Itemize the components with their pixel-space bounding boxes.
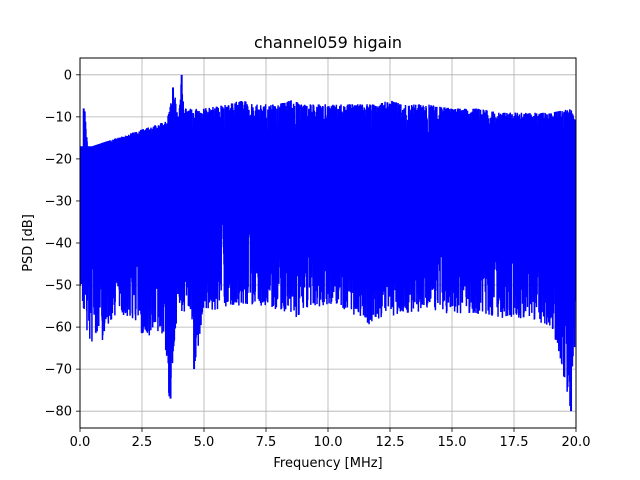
y-tick-label: −20: [45, 152, 72, 167]
y-tick-label: −10: [45, 110, 72, 125]
y-axis-label: PSD [dB]: [21, 214, 36, 272]
x-tick-label: 20.0: [562, 435, 591, 450]
x-tick-label: 2.5: [132, 435, 153, 450]
x-tick-label: 17.5: [500, 435, 529, 450]
psd-trace: [80, 76, 576, 406]
x-tick-label: 12.5: [376, 435, 405, 450]
y-tick-label: −30: [45, 194, 72, 209]
x-tick-label: 5.0: [194, 435, 215, 450]
y-tick-label: 0: [64, 68, 72, 83]
data-layer: [80, 74, 576, 412]
x-tick-label: 0.0: [70, 435, 91, 450]
y-tick-label: −80: [45, 405, 72, 420]
chart-title: channel059 higain: [254, 33, 402, 52]
y-tick-label: −40: [45, 237, 72, 252]
y-tick-label: −50: [45, 279, 72, 294]
x-tick-label: 7.5: [256, 435, 277, 450]
x-tick-label: 10.0: [314, 435, 343, 450]
x-tick-label: 15.0: [438, 435, 467, 450]
tick-layer: 0.0 2.5 5.0 7.5 10.0 12.5 15.0 17.5 20.0 0 −10 −20 −…: [45, 68, 591, 450]
y-tick-label: −70: [45, 363, 72, 378]
x-axis-label: Frequency [MHz]: [273, 456, 382, 471]
y-tick-label: −60: [45, 321, 72, 336]
